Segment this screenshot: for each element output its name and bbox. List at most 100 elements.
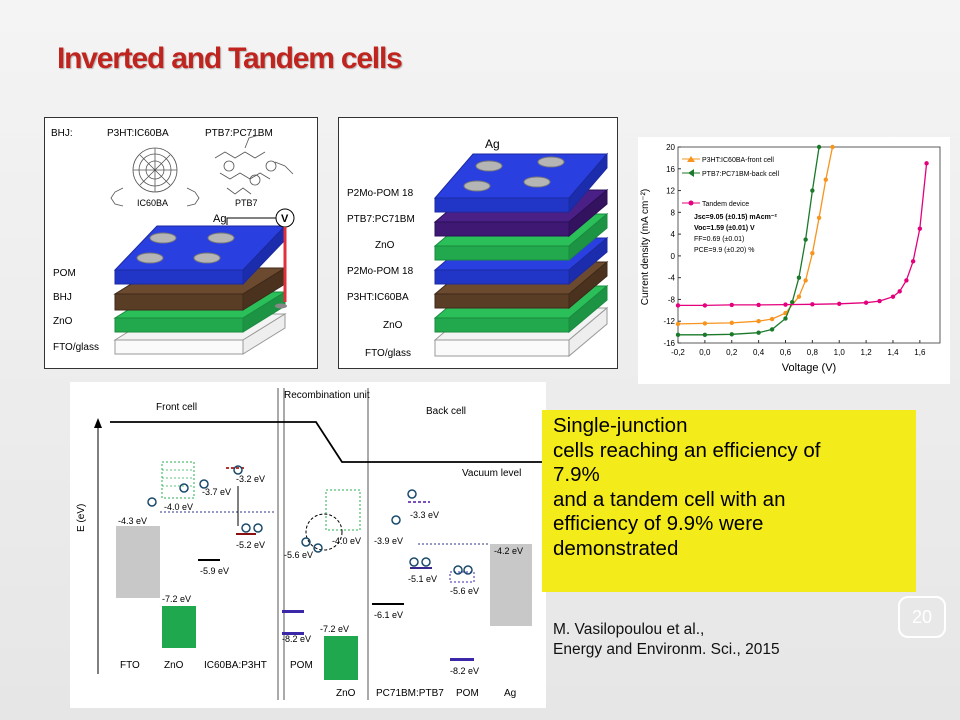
lvl-ag: -4.2 eV [494,546,523,556]
jv-series-point-0 [830,144,835,150]
jv-xtick-label: 0,2 [726,348,738,357]
device-single-junction-figure: BHJ: P3HT:IC60BA PTB7:PC71BM IC60BA PTB7 [51,128,295,355]
jv-series-point-1 [796,275,802,280]
mat-ag: Ag [504,688,516,699]
lvl-ic60ba-homo: -5.9 eV [200,566,229,576]
summary-line-4: and a tandem cell with an [553,487,786,511]
jv-xtick-label: 0,4 [753,348,765,357]
jv-series-point-2 [810,302,815,307]
param-voc: Voc=1.59 (±0.01) V [694,225,755,232]
jv-series-point-2 [702,303,708,308]
citation: M. Vasilopoulou et al., Energy and Envir… [553,620,780,660]
mat-zno-recomb: ZnO [336,688,356,699]
jv-chart-panel: -0,2 0,0 0,2 0,4 0,6 0,8 1,0 1,2 1,4 1,6 20 16 12 8 4… [638,137,950,384]
jv-series-point-0 [769,316,775,322]
jv-xtick-label: 1,0 [834,348,846,357]
jv-series-point-2 [729,302,734,308]
jv-xtick-label: 1,4 [887,348,899,357]
jv-series-point-0 [816,215,822,220]
tandem-layer-3: ZnO [375,240,395,251]
jv-series-point-0 [756,319,761,324]
jv-ytick-label: -8 [668,295,676,304]
jv-series-point-1 [729,332,734,337]
jv-chart: -0,2 0,0 0,2 0,4 0,6 0,8 1,0 1,2 1,4 1,6 20 16 12 8 4… [640,143,941,374]
lvl-ic60ba-4: -4.0 eV [164,502,193,512]
jv-series-point-2 [917,226,923,231]
mol2-name: PTB7 [235,198,258,208]
param-ff: FF=0.69 (±0.01) [694,236,744,243]
jv-series-point-1 [702,332,708,338]
tandem-layer-2: PTB7:PC71BM [347,214,415,225]
lvl-pcbm-39: -3.9 eV [374,536,403,546]
bhj-label: BHJ: [51,128,73,139]
jv-series-point-1 [783,316,788,321]
fto-block [116,526,160,598]
tandem-ag-label: Ag [485,137,500,151]
ag-label: Ag [213,213,226,225]
energy-axis-label: E (eV) [76,504,87,532]
lvl-pom-back: -5.6 eV [450,586,479,596]
mol2-title: PTB7:PC71BM [205,128,273,139]
citation-line-1: M. Vasilopoulou et al., [553,621,705,638]
layer-pom-label: POM [53,268,76,279]
legend-tandem: Tandem device [702,201,749,208]
summary-text: Single-junction cells reaching an effici… [553,414,913,562]
device-tandem-panel: Ag P2Mo-POM 18 PTB7:PC71BM Z [338,117,618,369]
summary-line-3: 7.9% [553,463,600,487]
jv-series-point-0 [729,320,734,326]
jv-series-point-2 [890,294,896,299]
jv-ytick-label: 12 [666,187,675,196]
jv-series-point-0 [702,321,708,326]
layer-fto-label: FTO/glass [53,342,99,353]
layer-zno-label: ZnO [53,316,73,327]
jv-xtick-label: 0,0 [699,348,711,357]
summary-line-6: demonstrated [553,536,679,560]
lvl-pcbm-4: -4.0 eV [332,536,361,546]
page-number: 20 [911,607,933,627]
tandem-layer-7: FTO/glass [365,348,411,359]
lvl-pc71bm-homo: -6.1 eV [374,610,403,620]
lvl-fto: -4.3 eV [118,516,147,526]
slide-title: Inverted and Tandem cells [57,42,403,75]
jv-series-point-1 [675,332,681,338]
jv-ytick-label: -12 [663,317,675,326]
jv-ytick-label: 8 [671,208,676,217]
mat-pc71bm-ptb7: PC71BM:PTB7 [376,688,444,699]
summary-line-5: efficiency of 9.9% were [553,512,764,536]
jv-series-point-2 [897,289,902,294]
energy-diagram-panel: E (eV) Front cell Recombination unit Bac… [70,382,546,708]
tandem-layer-6: ZnO [383,320,403,331]
jv-xtick-label: 0,8 [807,348,819,357]
jv-series-point-2 [837,301,842,306]
jv-ytick-label: 0 [671,252,676,261]
jv-ytick-label: -16 [663,339,675,348]
jv-series-point-1 [810,188,815,193]
mat-zno: ZnO [164,660,184,671]
lvl-p3ht-homo: -5.2 eV [236,540,265,550]
ptb7-molecule-icon [214,134,294,195]
jv-ytick-label: 16 [666,165,675,174]
jv-series-point-0 [823,177,828,182]
lvl-p3ht-lumo: -3.2 eV [236,474,265,484]
jv-series-point-2 [783,302,788,307]
zno-front-block [162,606,196,648]
header-recombination: Recombination unit [284,390,370,401]
mat-pom-back: POM [456,688,479,699]
jv-series-point-2 [756,302,761,308]
jv-series-point-2 [924,161,929,166]
layer-bhj-label: BHJ [53,292,72,303]
mat-ic60ba-p3ht: IC60BA:P3HT [204,660,267,671]
jv-plot-frame [677,146,941,344]
jv-series-point-1 [756,330,761,335]
jv-series-point-1 [769,327,775,332]
zno-recomb-block [324,636,358,680]
energy-diagram: E (eV) Front cell Recombination unit Bac… [76,388,542,700]
jv-series-point-0 [675,321,681,327]
jv-series-point-2 [675,303,681,308]
lvl-zno-recomb: -7.2 eV [320,624,349,634]
ag-block [490,544,532,626]
page-number-badge: 20 [898,596,946,638]
mat-pom-front: POM [290,660,313,671]
lvl-ptb7-lumo: -3.3 eV [410,510,439,520]
